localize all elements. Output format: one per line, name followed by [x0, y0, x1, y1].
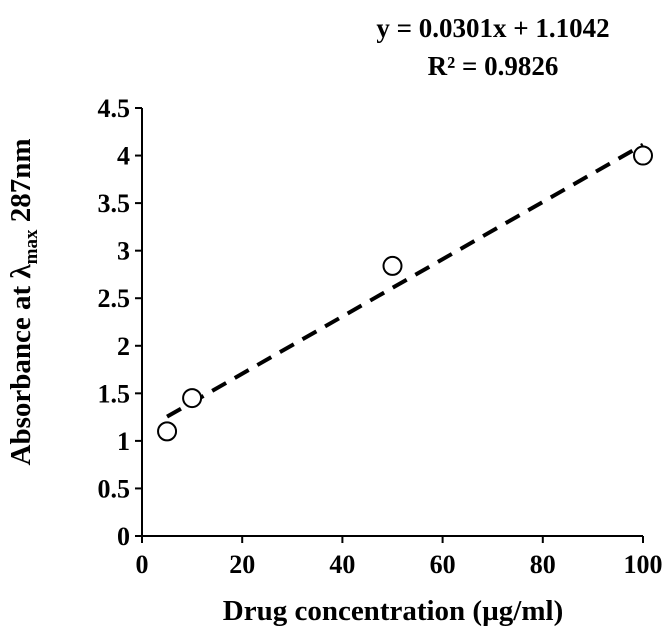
y-tick-label: 1: [117, 427, 130, 456]
x-tick-label: 100: [624, 550, 663, 579]
y-tick-label: 0.5: [98, 474, 131, 503]
y-tick-label: 3: [117, 237, 130, 266]
x-tick-label: 20: [229, 550, 255, 579]
x-tick-label: 60: [430, 550, 456, 579]
y-tick-label: 1.5: [98, 379, 131, 408]
x-tick-label: 40: [329, 550, 355, 579]
y-tick-label: 3.5: [98, 189, 131, 218]
x-axis-ticks: 0 20 40 60 80 100: [136, 536, 663, 579]
y-tick-label: 4: [117, 142, 130, 171]
regression-equation: y = 0.0301x + 1.1042: [376, 13, 609, 43]
y-axis-label-suffix: 287nm: [5, 138, 37, 229]
x-tick-label: 80: [530, 550, 556, 579]
data-point: [382, 255, 403, 276]
trendline-group: [166, 142, 644, 419]
r-squared-label: R² = 0.9826: [428, 51, 559, 81]
trendline: [166, 142, 644, 419]
axes: [141, 108, 643, 537]
y-tick-label: 0: [117, 522, 130, 551]
y-axis-ticks: 0 0.5 1 1.5 2 2.5 3 3.5 4 4.5: [98, 94, 142, 551]
x-tick-label: 0: [136, 550, 149, 579]
y-tick-label: 2.5: [98, 284, 131, 313]
data-point: [157, 421, 178, 442]
y-tick-label: 4.5: [98, 94, 131, 123]
x-axis-label: Drug concentration (µg/ml): [223, 595, 563, 627]
data-point: [633, 145, 653, 166]
y-axis-label-subscript: max: [21, 229, 42, 264]
y-axis-label: Absorbance at λmax 287nm: [5, 138, 42, 465]
y-axis-label-prefix: Absorbance at λ: [5, 264, 37, 466]
y-tick-label: 2: [117, 332, 130, 361]
data-point: [182, 388, 203, 409]
data-points: [157, 145, 653, 442]
regression-annotation: y = 0.0301x + 1.1042 R² = 0.9826: [376, 13, 609, 81]
